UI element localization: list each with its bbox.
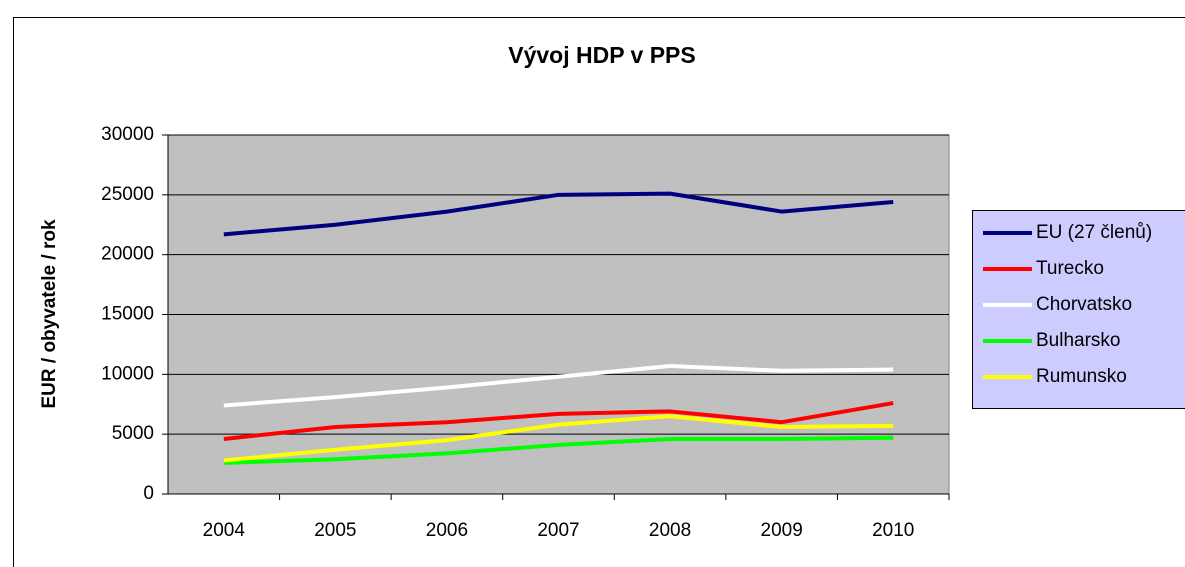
legend-label: EU (27 členů) <box>1036 222 1152 243</box>
legend-label: Bulharsko <box>1036 330 1121 351</box>
y-tick-label: 10000 <box>101 363 154 384</box>
legend-entries: EU (27 členů) Turecko Chorvatsko Bulharsko R… <box>983 222 1152 387</box>
y-tick-label: 20000 <box>101 244 154 265</box>
y-tick-label: 5000 <box>112 423 154 444</box>
legend-label: Rumunsko <box>1036 366 1127 387</box>
chart-title: Vývoj HDP v PPS <box>508 42 696 68</box>
y-tick-label: 0 <box>143 483 154 504</box>
y-tick-label: 15000 <box>101 304 154 325</box>
legend-label: Turecko <box>1036 258 1104 279</box>
x-tick-label: 2004 <box>203 520 246 541</box>
x-tick-label: 2006 <box>426 520 468 541</box>
series-line <box>223 401 894 441</box>
series-line <box>223 435 894 465</box>
series-line <box>223 414 894 463</box>
x-tick-label: 2007 <box>537 520 579 541</box>
x-tick-label: 2009 <box>761 520 803 541</box>
y-tick-label: 30000 <box>101 124 154 145</box>
series-line <box>223 363 894 408</box>
y-tick-label: 25000 <box>101 184 154 205</box>
x-tick-label: 2008 <box>649 520 691 541</box>
x-tick-label: 2005 <box>314 520 356 541</box>
series-line <box>223 191 894 237</box>
y-axis-label: EUR / obyvatele / rok <box>39 219 60 408</box>
x-tick-label: 2010 <box>872 520 914 541</box>
legend-label: Chorvatsko <box>1036 294 1132 315</box>
